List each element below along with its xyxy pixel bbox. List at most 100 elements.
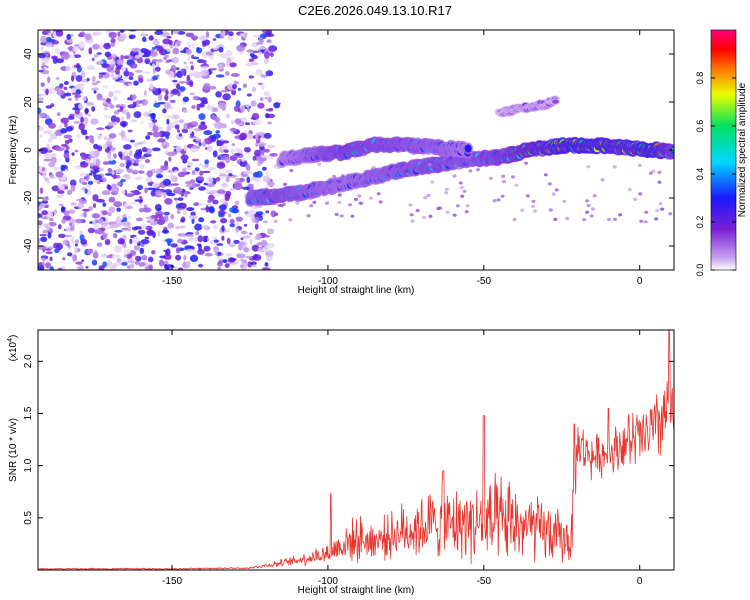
heatmap-noise-cell [198, 113, 206, 121]
heatmap-noise-cell [141, 36, 147, 43]
heatmap-noise-cell [157, 59, 163, 63]
heatmap-noise-cell [133, 111, 142, 119]
heatmap-noise-cell [162, 108, 167, 114]
heatmap-noise-cell [168, 156, 172, 162]
heatmap-faint-cell [452, 174, 457, 178]
heatmap-noise-cell [255, 233, 262, 241]
heatmap-noise-cell [265, 172, 271, 176]
heatmap-faint-cell [283, 182, 287, 186]
heatmap-noise-cell [58, 233, 66, 238]
heatmap-noise-cell [164, 94, 169, 101]
heatmap-noise-cell [134, 176, 144, 181]
heatmap-noise-cell [243, 235, 251, 239]
heatmap-noise-cell [225, 176, 230, 183]
heatmap-noise-cell [101, 190, 111, 196]
heatmap-noise-cell [67, 115, 75, 120]
heatmap-noise-cell [179, 225, 186, 229]
heatmap-noise-cell [177, 171, 186, 178]
heatmap-noise-cell [51, 153, 57, 157]
heatmap-noise-cell [191, 54, 195, 59]
heatmap-noise-cell [254, 149, 261, 157]
heatmap-noise-cell [127, 104, 136, 109]
heatmap-noise-cell [91, 106, 96, 112]
heatmap-noise-cell [39, 112, 47, 118]
heatmap-noise-cell [167, 93, 172, 99]
snr-y-tick-label: 2.0 [23, 354, 34, 368]
heatmap-noise-cell [148, 109, 152, 113]
heatmap-faint-cell [444, 187, 449, 191]
heatmap-noise-cell [116, 174, 121, 179]
heatmap-faint-cell [295, 201, 300, 205]
heatmap-faint-cell [627, 188, 632, 192]
heatmap-noise-cell [206, 188, 210, 195]
heatmap-cells [38, 30, 674, 270]
heatmap-noise-cell [144, 187, 148, 194]
heatmap-noise-cell [134, 199, 144, 202]
heatmap-noise-cell [167, 151, 176, 157]
heatmap-noise-cell [268, 45, 278, 52]
heatmap-noise-cell [87, 206, 94, 211]
heatmap-noise-cell [64, 140, 70, 145]
heatmap-noise-cell [132, 236, 140, 244]
heatmap-noise-cell [246, 49, 254, 53]
colorbar-gradient [710, 29, 737, 271]
heatmap-noise-cell [171, 183, 179, 186]
heatmap-noise-cell [74, 94, 82, 98]
heatmap-noise-cell [174, 170, 178, 173]
heatmap-noise-cell [57, 182, 62, 190]
heatmap-noise-cell [38, 213, 43, 218]
heatmap-y-tick-label: -20 [23, 190, 34, 205]
heatmap-noise-cell [169, 99, 176, 103]
heatmap-noise-cell [167, 174, 177, 178]
heatmap-noise-cell [149, 50, 158, 57]
heatmap-faint-cell [460, 194, 465, 198]
heatmap-noise-cell [191, 217, 195, 225]
heatmap-noise-cell [93, 90, 97, 94]
heatmap-faint-cell [314, 189, 319, 193]
heatmap-noise-cell [148, 35, 154, 41]
heatmap-faint-cell [496, 198, 501, 202]
heatmap-noise-cell [141, 255, 148, 261]
heatmap-noise-cell [182, 158, 188, 164]
heatmap-noise-cell [122, 138, 132, 142]
heatmap-noise-cell [208, 194, 215, 202]
heatmap-noise-cell [114, 229, 123, 233]
heatmap-faint-cell [342, 180, 347, 184]
heatmap-noise-cell [63, 81, 69, 85]
heatmap-noise-cell [55, 147, 64, 152]
heatmap-noise-cell [142, 31, 146, 37]
heatmap-noise-cell [90, 118, 99, 125]
heatmap-noise-cell [222, 106, 226, 111]
heatmap-noise-cell [226, 237, 231, 245]
heatmap-noise-cell [145, 216, 152, 220]
heatmap-noise-cell [141, 146, 148, 153]
snr-series-line [38, 330, 674, 570]
heatmap-noise-cell [200, 97, 208, 103]
heatmap-noise-cell [262, 166, 267, 171]
heatmap-noise-cell [223, 149, 229, 153]
heatmap-noise-cell [93, 159, 97, 165]
heatmap-noise-cell [195, 136, 200, 142]
heatmap-noise-cell [112, 76, 118, 81]
heatmap-noise-cell [109, 265, 117, 270]
heatmap-noise-cell [182, 207, 186, 216]
snr-x-tick-label: -150 [162, 576, 182, 587]
heatmap-noise-cell [211, 114, 216, 120]
heatmap-noise-cell [145, 177, 153, 183]
snr-x-axis-label: Height of straight line (km) [298, 585, 415, 596]
heatmap-noise-cell [38, 69, 43, 73]
heatmap-noise-cell [148, 256, 154, 263]
heatmap-noise-cell [201, 75, 210, 79]
heatmap-noise-cell [130, 119, 137, 123]
heatmap-faint-cell [657, 170, 662, 174]
heatmap-noise-cell [222, 140, 230, 144]
heatmap-noise-cell [235, 216, 243, 222]
heatmap-noise-cell [116, 117, 120, 123]
heatmap-noise-cell [102, 161, 110, 166]
heatmap-noise-cell [76, 62, 80, 69]
heatmap-faint-cell [357, 194, 362, 198]
heatmap-noise-cell [55, 172, 64, 177]
heatmap-noise-cell [267, 242, 275, 248]
heatmap-noise-cell [39, 187, 44, 194]
heatmap-noise-cell [180, 216, 186, 223]
